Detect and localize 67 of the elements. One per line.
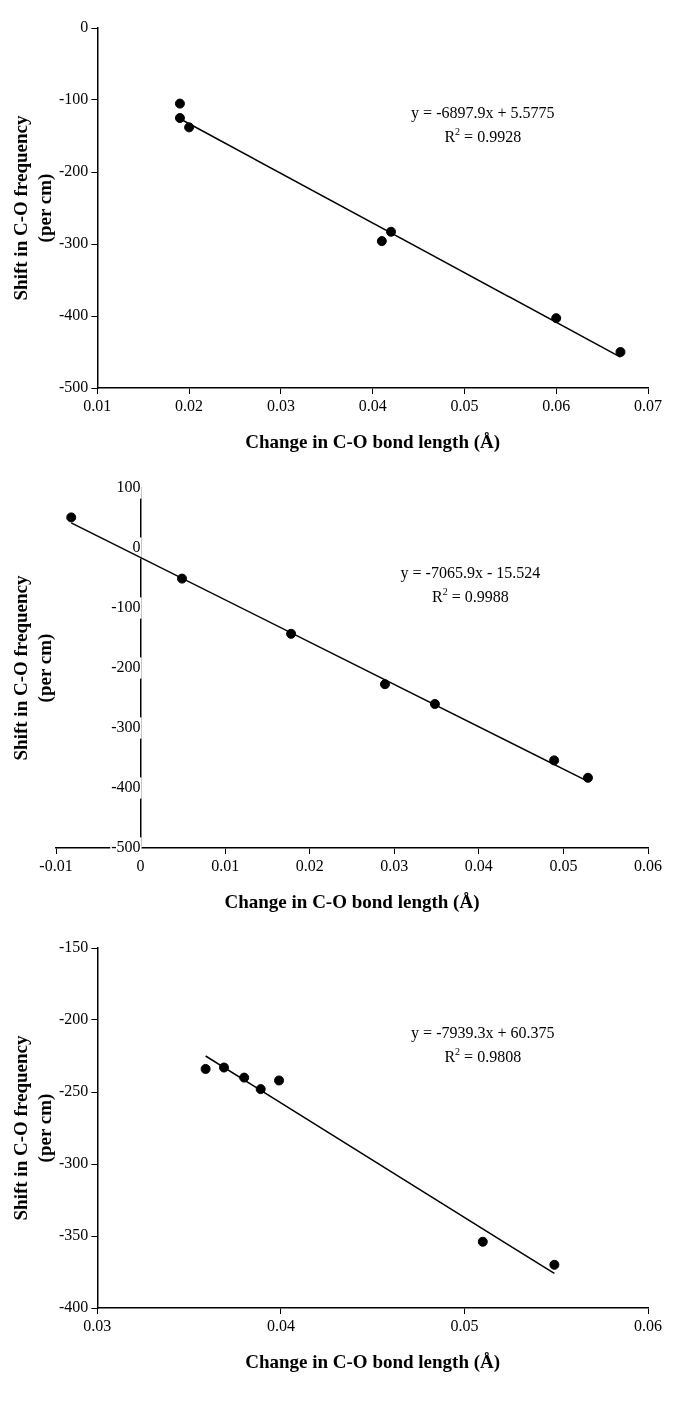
point — [218, 1062, 229, 1073]
point — [286, 628, 297, 639]
point — [379, 679, 390, 690]
y-tick-label: -300 — [59, 1154, 89, 1172]
annotation: y = -6897.9x + 5.5775 — [411, 104, 555, 122]
x-tick-label: 0.01 — [83, 396, 112, 414]
point — [582, 772, 593, 783]
annotation: y = -7065.9x - 15.524 — [400, 564, 541, 582]
x-tick-label: 0.02 — [175, 396, 204, 414]
x-tick-label: 0.05 — [549, 856, 578, 874]
point — [177, 573, 188, 584]
y-axis-title: Shift in C-O frequency (per cm) — [9, 1035, 56, 1221]
point — [386, 226, 397, 237]
point — [184, 122, 195, 133]
y-tick-label: -400 — [59, 306, 89, 324]
point — [549, 1259, 560, 1270]
x-tick-label: 0.03 — [83, 1316, 112, 1334]
y-tick-label: -300 — [111, 718, 141, 736]
x-tick-label: 0.04 — [358, 396, 387, 414]
x-tick-label: 0.04 — [266, 1316, 295, 1334]
y-tick-label: 0 — [132, 538, 141, 556]
y-axis-title: Shift in C-O frequency (per cm) — [9, 115, 56, 301]
y-tick-label: -500 — [111, 838, 141, 856]
y-tick-label: -250 — [59, 1082, 89, 1100]
point — [239, 1072, 250, 1083]
x-tick-label: 0.04 — [464, 856, 493, 874]
point — [255, 1084, 266, 1095]
point — [174, 98, 185, 109]
x-tick-label: -0.01 — [39, 856, 73, 874]
point — [429, 699, 440, 709]
y-tick-label: -200 — [59, 1010, 89, 1028]
y-tick-label: -100 — [111, 598, 141, 616]
y-axis-title: Shift in C-O frequency (per cm) — [9, 575, 56, 761]
x-axis-title: Change in C-O bond length (Å) — [245, 1350, 501, 1373]
y-tick-label: -200 — [111, 658, 141, 676]
x-tick-label: 0.05 — [450, 396, 479, 414]
point — [615, 347, 626, 357]
x-tick-label: 0.05 — [450, 1316, 479, 1334]
point — [477, 1236, 488, 1247]
y-tick-label: -100 — [59, 90, 89, 108]
point — [376, 236, 387, 247]
y-tick-label: -500 — [59, 378, 89, 396]
x-tick-label: 0.03 — [266, 396, 295, 414]
y-tick-label: -300 — [59, 234, 89, 252]
x-tick-label: 0.06 — [634, 1316, 662, 1334]
point — [200, 1063, 211, 1074]
x-axis-title: Change in C-O bond length (Å) — [224, 890, 480, 913]
x-axis-title: Change in C-O bond length (Å) — [245, 430, 501, 453]
point — [174, 113, 185, 123]
y-tick-label: -200 — [59, 162, 89, 180]
y-tick-label: -350 — [59, 1226, 89, 1244]
y-tick-label: -400 — [111, 778, 141, 796]
point — [274, 1075, 285, 1086]
y-tick-label: -400 — [59, 1298, 89, 1316]
y-tick-label: -150 — [59, 938, 89, 956]
point — [549, 755, 560, 766]
point — [551, 313, 562, 324]
x-tick-label: 0.01 — [211, 856, 240, 874]
annotation: y = -7939.3x + 60.375 — [411, 1024, 555, 1042]
y-tick-label: 0 — [80, 18, 89, 36]
x-tick-label: 0.06 — [542, 396, 571, 414]
y-tick-label: 100 — [116, 478, 141, 496]
x-tick-label: 0.06 — [634, 856, 662, 874]
x-tick-label: 0.02 — [295, 856, 324, 874]
x-tick-label: 0.07 — [634, 396, 662, 414]
point — [66, 512, 77, 523]
x-tick-label: 0.03 — [380, 856, 409, 874]
